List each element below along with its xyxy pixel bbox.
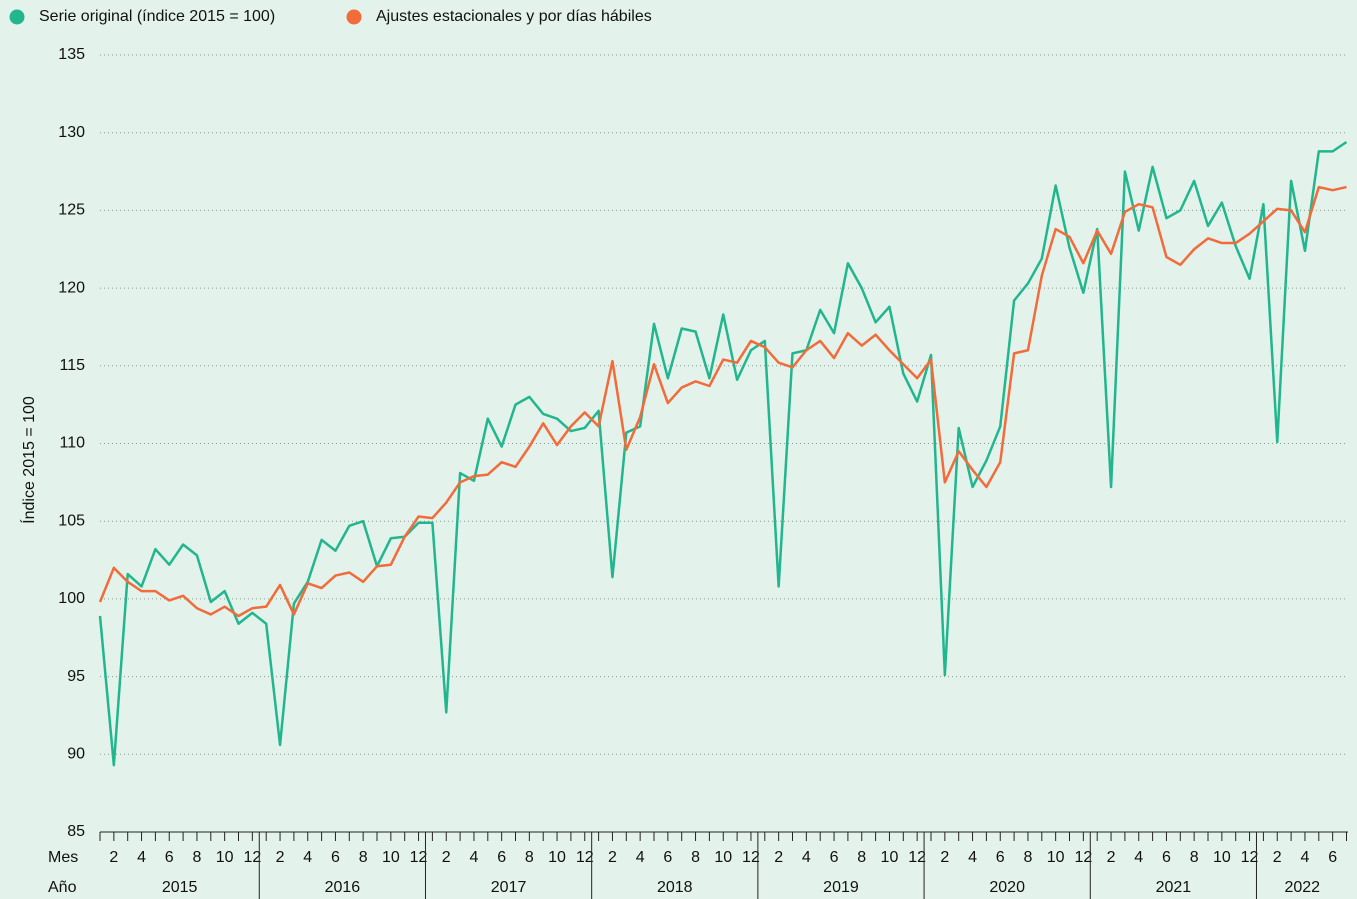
x-tick-label: 10 <box>714 849 732 866</box>
legend-swatch <box>346 9 362 25</box>
y-tick-label: 90 <box>67 746 85 763</box>
x-tick-label: 6 <box>331 849 340 866</box>
x-tick-label: 4 <box>968 849 977 866</box>
x-tick-label: 2 <box>109 849 118 866</box>
y-tick-label: 120 <box>58 279 85 296</box>
x-tick-label: 8 <box>691 849 700 866</box>
y-tick-label: 100 <box>58 590 85 607</box>
y-tick-label: 125 <box>58 202 85 219</box>
x-tick-label: 12 <box>742 849 760 866</box>
group-label: 2018 <box>657 879 693 896</box>
x-tick-label: 6 <box>165 849 174 866</box>
month-row-label: Mes <box>48 849 78 866</box>
x-tick-label: 6 <box>830 849 839 866</box>
legend-label: Ajustes estacionales y por días hábiles <box>376 8 652 25</box>
group-label: 2022 <box>1284 879 1320 896</box>
y-tick-label: 110 <box>59 435 85 452</box>
x-tick-label: 6 <box>996 849 1005 866</box>
legend-label: Serie original (índice 2015 = 100) <box>39 8 275 25</box>
x-tick-label: 6 <box>663 849 672 866</box>
x-tick-label: 10 <box>1213 849 1231 866</box>
x-tick-label: 4 <box>469 849 478 866</box>
y-tick-label: 130 <box>58 124 85 141</box>
x-tick-label: 10 <box>216 849 234 866</box>
x-tick-label: 2 <box>940 849 949 866</box>
x-tick-label: 10 <box>382 849 400 866</box>
x-tick-label: 8 <box>1023 849 1032 866</box>
x-tick-label: 12 <box>243 849 261 866</box>
x-tick-label: 4 <box>636 849 645 866</box>
x-tick-label: 12 <box>908 849 926 866</box>
x-tick-label: 4 <box>802 849 811 866</box>
legend-swatch <box>9 9 25 25</box>
y-tick-label: 105 <box>58 512 85 529</box>
x-tick-label: 12 <box>1241 849 1259 866</box>
y-axis-label: Índice 2015 = 100 <box>19 396 38 524</box>
x-tick-label: 4 <box>137 849 146 866</box>
x-tick-label: 2 <box>1107 849 1116 866</box>
x-tick-label: 6 <box>1328 849 1337 866</box>
x-tick-label: 6 <box>1162 849 1171 866</box>
x-tick-label: 10 <box>1047 849 1065 866</box>
group-label: 2019 <box>823 879 859 896</box>
y-tick-label: 115 <box>59 357 85 374</box>
group-label: 2015 <box>162 879 198 896</box>
x-tick-label: 10 <box>881 849 899 866</box>
x-tick-label: 2 <box>276 849 285 866</box>
y-tick-label: 85 <box>67 823 85 840</box>
group-label: 2017 <box>491 879 527 896</box>
x-tick-label: 12 <box>410 849 428 866</box>
x-tick-label: 8 <box>359 849 368 866</box>
x-tick-label: 4 <box>303 849 312 866</box>
x-tick-label: 12 <box>576 849 594 866</box>
x-tick-label: 2 <box>774 849 783 866</box>
x-tick-label: 4 <box>1300 849 1309 866</box>
x-tick-label: 12 <box>1074 849 1092 866</box>
year-row-label: Año <box>48 879 77 896</box>
group-label: 2021 <box>1156 879 1192 896</box>
series-line <box>98 140 1348 767</box>
x-tick-label: 2 <box>442 849 451 866</box>
x-tick-label: 8 <box>192 849 201 866</box>
y-tick-label: 95 <box>67 668 85 685</box>
group-label: 2020 <box>989 879 1025 896</box>
x-tick-label: 2 <box>608 849 617 866</box>
x-tick-label: 10 <box>548 849 566 866</box>
x-tick-label: 2 <box>1273 849 1282 866</box>
y-tick-label: 135 <box>58 46 85 63</box>
series-line <box>98 185 1347 618</box>
x-tick-label: 8 <box>857 849 866 866</box>
x-tick-label: 4 <box>1134 849 1143 866</box>
x-tick-label: 8 <box>525 849 534 866</box>
group-label: 2016 <box>325 879 361 896</box>
x-tick-label: 8 <box>1190 849 1199 866</box>
x-tick-label: 6 <box>497 849 506 866</box>
